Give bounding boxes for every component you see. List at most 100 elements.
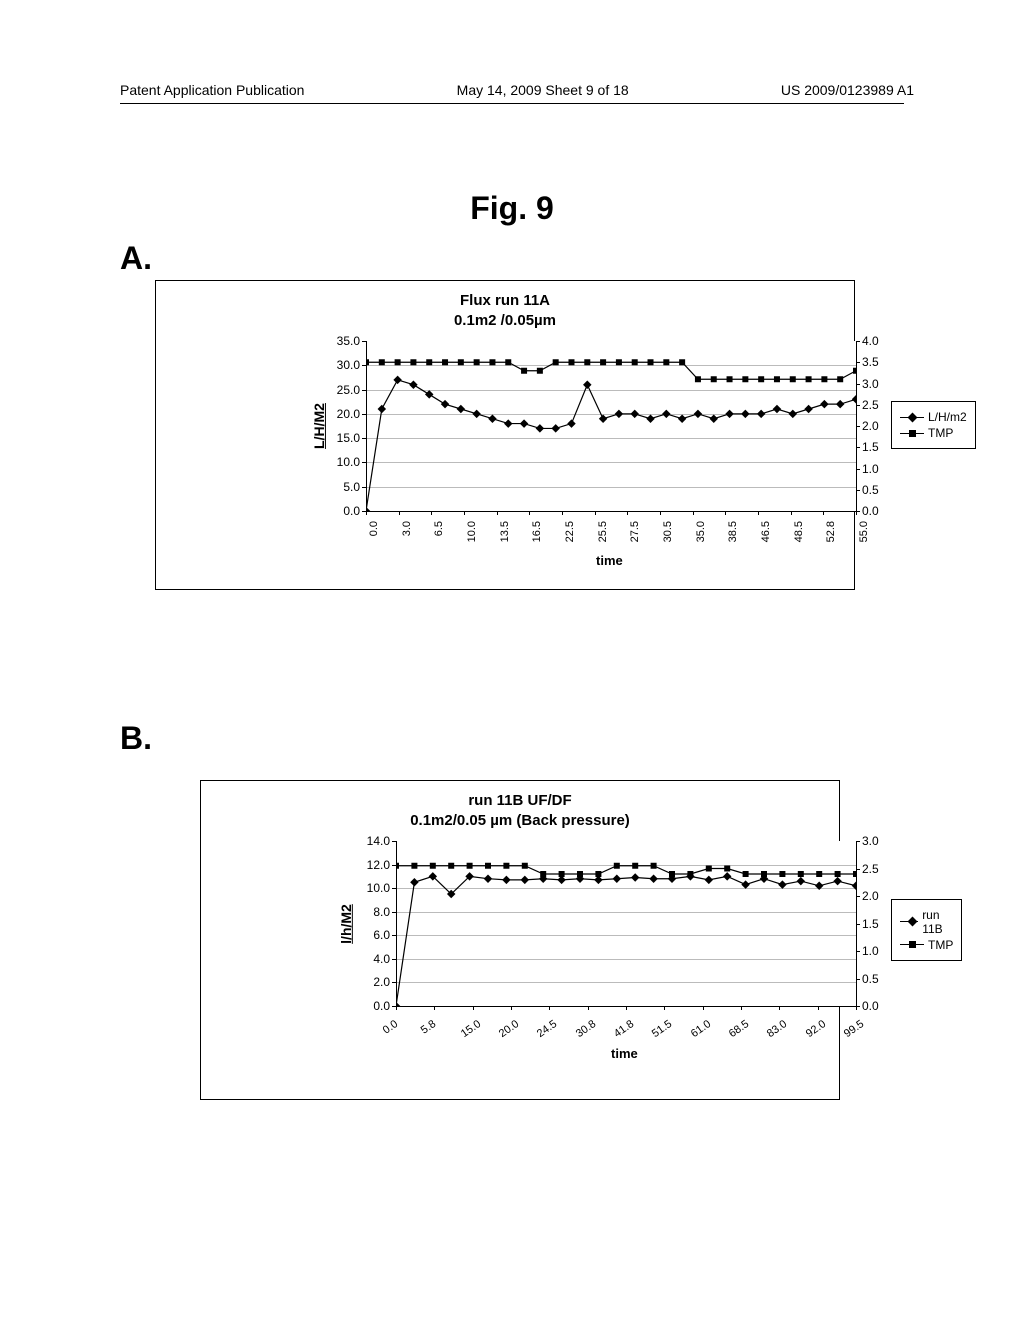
diamond-marker — [631, 873, 639, 881]
y-right-tick: 0.0 — [862, 504, 879, 518]
chart-a-title: Flux run 11A 0.1m2 /0.05µm — [156, 291, 854, 330]
header-left: Patent Application Publication — [120, 82, 304, 98]
diamond-marker — [725, 410, 733, 418]
chart-b: run 11B UF/DF 0.1m2/0.05 µm (Back pressu… — [200, 780, 840, 1100]
square-marker — [600, 359, 606, 365]
y-left-tick: 5.0 — [326, 480, 360, 494]
square-marker — [522, 863, 528, 869]
square-marker — [568, 359, 574, 365]
x-tickmark — [529, 511, 530, 515]
square-marker — [442, 359, 448, 365]
x-tickmark — [549, 1006, 550, 1010]
y-left-tick: 12.0 — [356, 858, 390, 872]
diamond-marker — [441, 400, 449, 408]
square-marker — [632, 359, 638, 365]
x-tick: 92.0 — [804, 1018, 828, 1040]
x-tickmark — [511, 1006, 512, 1010]
diamond-marker — [741, 410, 749, 418]
x-tick: 38.5 — [727, 521, 739, 551]
axis — [856, 841, 857, 1006]
y-right-tick: 3.5 — [862, 355, 879, 369]
square-marker — [540, 871, 546, 877]
square-marker — [687, 871, 693, 877]
diamond-marker — [741, 880, 749, 888]
x-tick: 61.0 — [689, 1018, 713, 1040]
y-axis-label: L/H/M2 — [311, 403, 327, 449]
square-marker — [521, 368, 527, 374]
chart-b-title-line1: run 11B UF/DF — [201, 791, 839, 811]
y-right-tick: 2.5 — [862, 398, 879, 412]
figure-title: Fig. 9 — [0, 190, 1024, 227]
legend-item: TMP — [900, 938, 953, 952]
diamond-marker — [836, 400, 844, 408]
square-marker — [727, 376, 733, 382]
legend-marker — [900, 921, 918, 922]
y-right-tick: 1.0 — [862, 462, 879, 476]
x-tickmark — [725, 511, 726, 515]
diamond-icon — [908, 917, 918, 927]
square-marker — [467, 863, 473, 869]
x-tick: 48.5 — [793, 521, 805, 551]
square-marker — [779, 871, 785, 877]
x-tick: 52.8 — [825, 521, 837, 551]
x-tickmark — [741, 1006, 742, 1010]
y-right-tick: 0.0 — [862, 999, 879, 1013]
legend-item: run 11B — [900, 908, 953, 936]
y-right-tick: 2.5 — [862, 862, 879, 876]
diamond-marker — [797, 877, 805, 885]
legend-item: TMP — [900, 426, 967, 440]
diamond-marker — [705, 876, 713, 884]
diamond-marker — [425, 390, 433, 398]
chart-b-plot — [396, 841, 856, 1006]
x-tickmark — [431, 511, 432, 515]
x-tick: 20.0 — [497, 1018, 521, 1040]
x-tick: 0.0 — [381, 1018, 400, 1037]
legend-marker — [900, 417, 924, 418]
legend-marker — [900, 944, 924, 945]
diamond-marker — [409, 380, 417, 388]
axis — [856, 341, 857, 511]
y-left-tick: 35.0 — [326, 334, 360, 348]
x-tickmark — [627, 511, 628, 515]
diamond-marker — [393, 376, 401, 384]
y-right-tick: 1.5 — [862, 440, 879, 454]
square-marker — [669, 871, 675, 877]
diamond-marker — [649, 874, 657, 882]
square-marker — [648, 359, 654, 365]
square-marker — [761, 871, 767, 877]
y-right-tick: 1.0 — [862, 944, 879, 958]
y-right-tick: 4.0 — [862, 334, 879, 348]
square-marker — [559, 871, 565, 877]
square-marker — [679, 359, 685, 365]
y-right-tick: 2.0 — [862, 889, 879, 903]
diamond-marker — [378, 405, 386, 413]
x-tick: 13.5 — [499, 521, 511, 551]
y-left-tick: 2.0 — [356, 975, 390, 989]
square-marker — [616, 359, 622, 365]
y-left-tick: 30.0 — [326, 358, 360, 372]
square-marker — [695, 376, 701, 382]
diamond-marker — [820, 400, 828, 408]
x-tickmark — [366, 511, 367, 515]
x-tick: 5.8 — [419, 1018, 438, 1037]
chart-a-title-line2: 0.1m2 /0.05µm — [156, 311, 854, 331]
x-tick: 16.5 — [531, 521, 543, 551]
x-tick: 6.5 — [433, 521, 445, 551]
diamond-marker — [630, 410, 638, 418]
y-left-tick: 6.0 — [356, 928, 390, 942]
square-marker — [821, 376, 827, 382]
square-marker — [379, 359, 385, 365]
diamond-marker — [804, 405, 812, 413]
square-marker — [758, 376, 764, 382]
diamond-marker — [472, 410, 480, 418]
axis — [396, 841, 397, 1006]
x-axis-label: time — [596, 553, 623, 568]
x-tick: 22.5 — [564, 521, 576, 551]
panel-b-label: B. — [120, 720, 152, 757]
square-marker — [837, 376, 843, 382]
axis — [366, 511, 856, 512]
square-marker — [743, 871, 749, 877]
x-tick: 25.5 — [597, 521, 609, 551]
x-tick: 83.0 — [765, 1018, 789, 1040]
x-tick: 10.0 — [466, 521, 478, 551]
